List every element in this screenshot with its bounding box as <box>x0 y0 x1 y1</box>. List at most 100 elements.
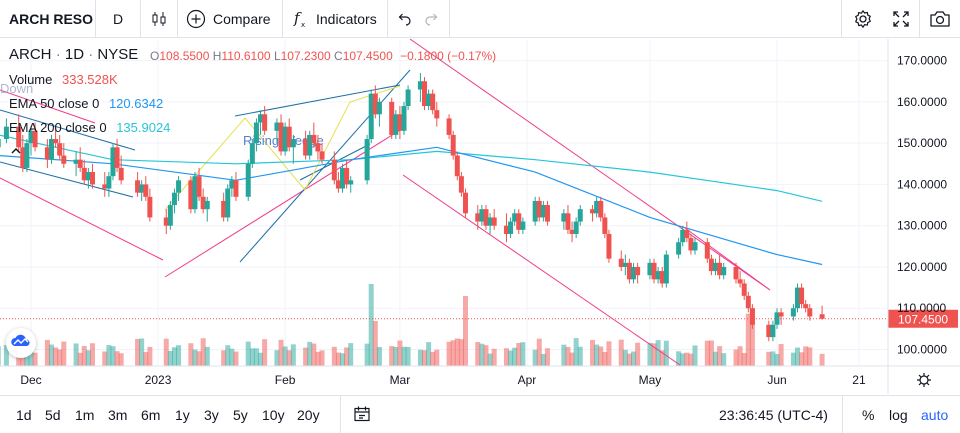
settings-button[interactable] <box>853 0 873 38</box>
candle-body[interactable] <box>335 180 341 189</box>
candle-body[interactable] <box>393 114 399 135</box>
wedge-zigzag[interactable] <box>164 85 401 211</box>
candle-body[interactable] <box>688 238 694 251</box>
candle-body[interactable] <box>376 101 382 115</box>
candle-body[interactable] <box>577 209 583 222</box>
candle-body[interactable] <box>401 106 407 131</box>
candle-body[interactable] <box>85 172 91 181</box>
undo-button[interactable] <box>396 0 412 38</box>
redo-button[interactable] <box>424 0 440 38</box>
log-toggle[interactable]: log <box>889 396 908 433</box>
candle-body[interactable] <box>516 213 522 230</box>
candle-body[interactable] <box>561 213 567 222</box>
legend-ema200[interactable]: EMA 200 close 0 135.9024 <box>9 120 170 135</box>
candle-body[interactable] <box>286 126 292 148</box>
candle-body[interactable] <box>245 163 251 197</box>
candle-body[interactable] <box>721 266 727 276</box>
candle-body[interactable] <box>200 196 206 210</box>
candle-body[interactable] <box>253 122 259 144</box>
candle-body[interactable] <box>258 114 264 123</box>
candle-body[interactable] <box>204 200 210 210</box>
candle-body[interactable] <box>282 126 288 152</box>
legend-collapse-button[interactable] <box>9 144 23 161</box>
trend-line[interactable] <box>0 89 96 124</box>
candle-body[interactable] <box>364 139 370 181</box>
fullscreen-button[interactable] <box>892 0 910 38</box>
trend-line[interactable] <box>409 39 771 291</box>
candle-body[interactable] <box>53 139 59 144</box>
candle-body[interactable] <box>749 308 755 325</box>
candle-body[interactable] <box>57 143 63 156</box>
candle-body[interactable] <box>28 130 34 144</box>
screenshot-button[interactable] <box>929 0 951 38</box>
candle-body[interactable] <box>491 217 497 226</box>
candle-body[interactable] <box>680 229 686 243</box>
tradingview-logo-button[interactable] <box>6 328 36 358</box>
candle-body[interactable] <box>319 151 325 160</box>
candle-body[interactable] <box>81 167 87 181</box>
candle-body[interactable] <box>426 93 432 107</box>
candle-body[interactable] <box>741 283 747 296</box>
candle-body[interactable] <box>344 167 350 185</box>
candle-body[interactable] <box>635 266 641 276</box>
candle-body[interactable] <box>110 147 116 177</box>
candle-body[interactable] <box>479 209 485 222</box>
trend-line[interactable] <box>402 174 681 366</box>
candle-body[interactable] <box>663 254 669 284</box>
candle-body[interactable] <box>565 213 571 230</box>
candle-body[interactable] <box>389 101 395 135</box>
range-button-3m[interactable]: 3m <box>108 407 128 423</box>
candle-body[interactable] <box>631 266 637 280</box>
candle-body[interactable] <box>819 314 825 319</box>
candle-body[interactable] <box>622 262 628 267</box>
candle-body[interactable] <box>487 217 493 226</box>
candle-body[interactable] <box>462 192 468 214</box>
candle-body[interactable] <box>508 221 514 234</box>
range-button-5y[interactable]: 5y <box>233 407 248 423</box>
candle-body[interactable] <box>118 167 124 181</box>
candle-body[interactable] <box>708 258 714 272</box>
candle-body[interactable] <box>147 196 153 218</box>
candle-body[interactable] <box>602 217 608 234</box>
percent-toggle[interactable]: % <box>862 396 874 433</box>
candle-body[interactable] <box>372 93 378 115</box>
candle-body[interactable] <box>61 155 67 164</box>
candle-body[interactable] <box>692 242 698 251</box>
candle-body[interactable] <box>44 147 50 160</box>
candle-body[interactable] <box>421 81 427 107</box>
candle-body[interactable] <box>430 93 436 111</box>
candle-body[interactable] <box>626 262 632 280</box>
candle-body[interactable] <box>135 180 141 193</box>
candle-body[interactable] <box>655 271 661 280</box>
candle-body[interactable] <box>713 262 719 272</box>
candle-body[interactable] <box>278 122 284 152</box>
candle-body[interactable] <box>520 221 526 230</box>
candle-body[interactable] <box>807 308 813 317</box>
candle-body[interactable] <box>311 134 317 144</box>
candle-body[interactable] <box>262 114 268 131</box>
candle-body[interactable] <box>20 147 26 168</box>
legend-ema50[interactable]: EMA 50 close 0 120.6342 <box>9 96 163 111</box>
range-button-6m[interactable]: 6m <box>141 407 161 423</box>
candle-body[interactable] <box>446 118 452 135</box>
candle-body[interactable] <box>221 200 227 218</box>
candle-body[interactable] <box>188 180 194 210</box>
candle-body[interactable] <box>590 209 596 214</box>
candle-body[interactable] <box>594 200 600 214</box>
candle-body[interactable] <box>340 167 346 189</box>
trend-line[interactable] <box>684 227 771 291</box>
candle-body[interactable] <box>229 180 235 189</box>
candle-body[interactable] <box>532 200 538 222</box>
candle-body[interactable] <box>766 324 772 338</box>
range-button-1d[interactable]: 1d <box>16 407 32 423</box>
candle-body[interactable] <box>114 147 120 168</box>
candle-body[interactable] <box>32 130 38 148</box>
date-range-button[interactable] <box>353 396 371 433</box>
candle-body[interactable] <box>249 143 255 164</box>
candle-body[interactable] <box>24 143 30 168</box>
candle-body[interactable] <box>475 213 481 222</box>
candle-body[interactable] <box>233 180 239 197</box>
symbol-search-button[interactable]: ARCH RESO <box>9 0 93 38</box>
range-button-1m[interactable]: 1m <box>75 407 95 423</box>
